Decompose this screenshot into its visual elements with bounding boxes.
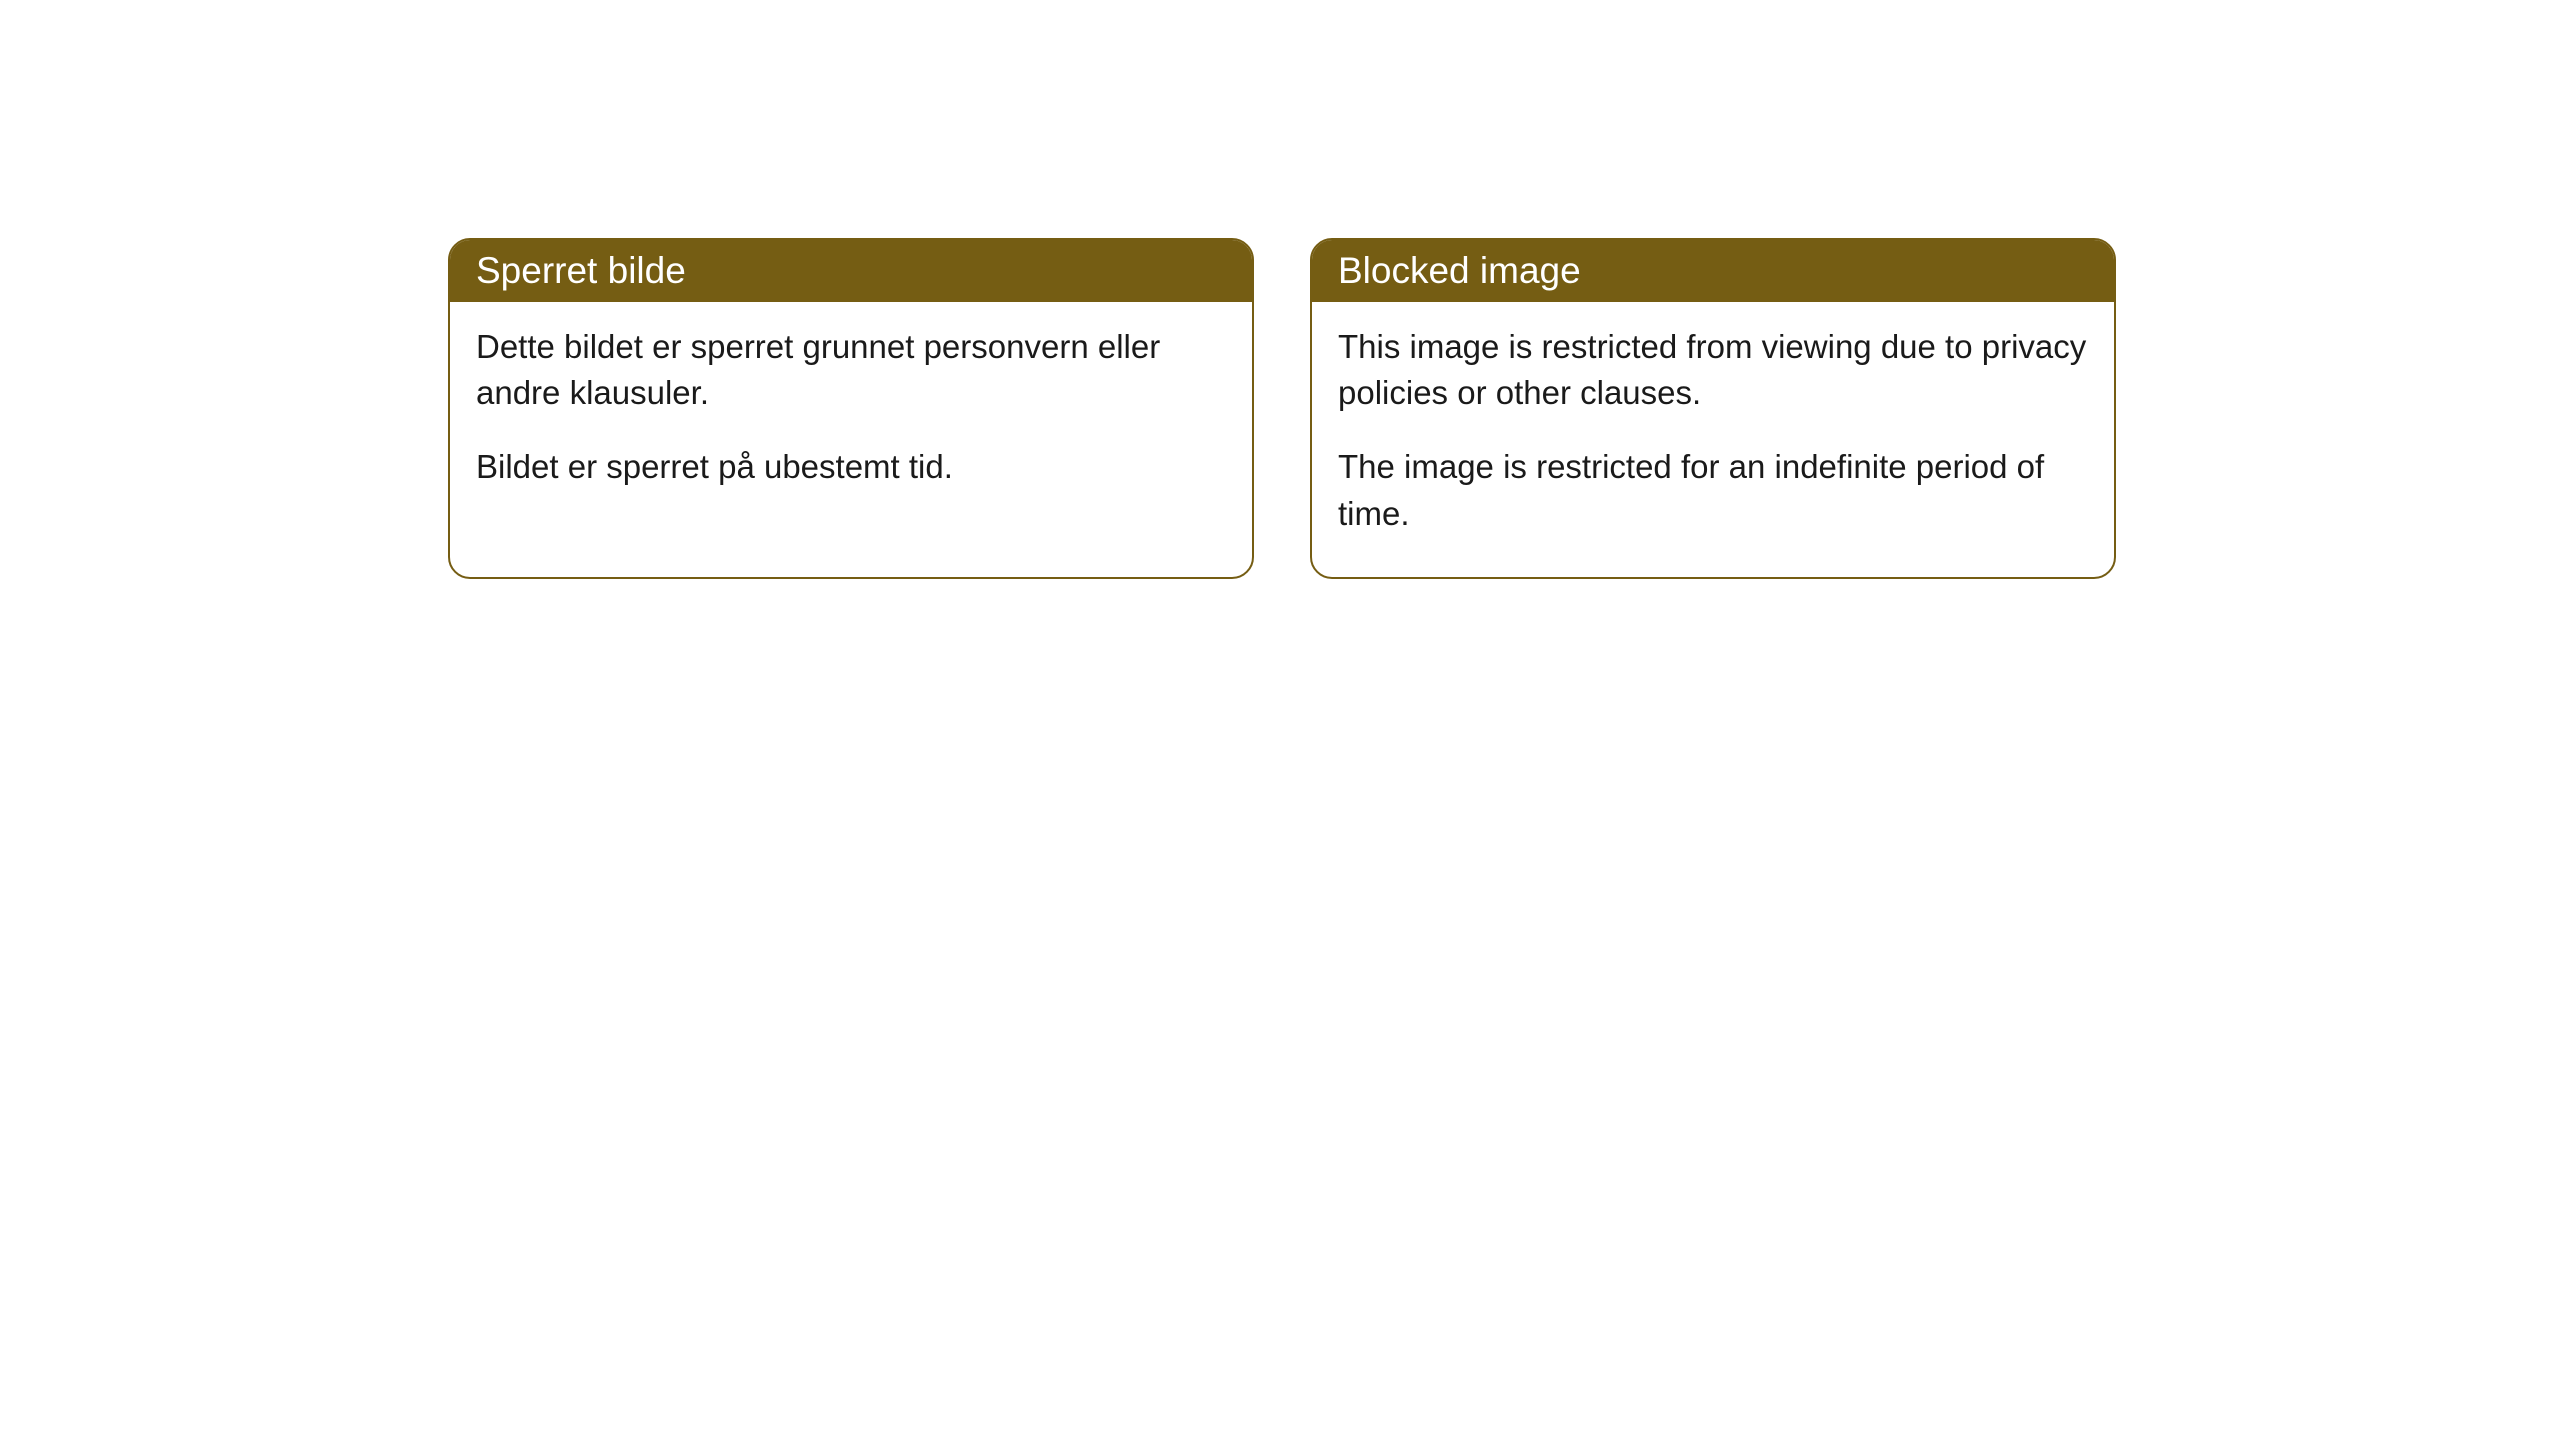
card-body-english: This image is restricted from viewing du… xyxy=(1312,302,2114,577)
card-title-english: Blocked image xyxy=(1338,250,1581,291)
card-paragraph-1-english: This image is restricted from viewing du… xyxy=(1338,324,2088,416)
cards-container: Sperret bilde Dette bildet er sperret gr… xyxy=(448,238,2116,579)
card-paragraph-2-english: The image is restricted for an indefinit… xyxy=(1338,444,2088,536)
card-paragraph-1-norwegian: Dette bildet er sperret grunnet personve… xyxy=(476,324,1226,416)
card-header-norwegian: Sperret bilde xyxy=(450,240,1252,302)
card-header-english: Blocked image xyxy=(1312,240,2114,302)
card-norwegian: Sperret bilde Dette bildet er sperret gr… xyxy=(448,238,1254,579)
card-english: Blocked image This image is restricted f… xyxy=(1310,238,2116,579)
card-title-norwegian: Sperret bilde xyxy=(476,250,686,291)
card-paragraph-2-norwegian: Bildet er sperret på ubestemt tid. xyxy=(476,444,1226,490)
card-body-norwegian: Dette bildet er sperret grunnet personve… xyxy=(450,302,1252,531)
